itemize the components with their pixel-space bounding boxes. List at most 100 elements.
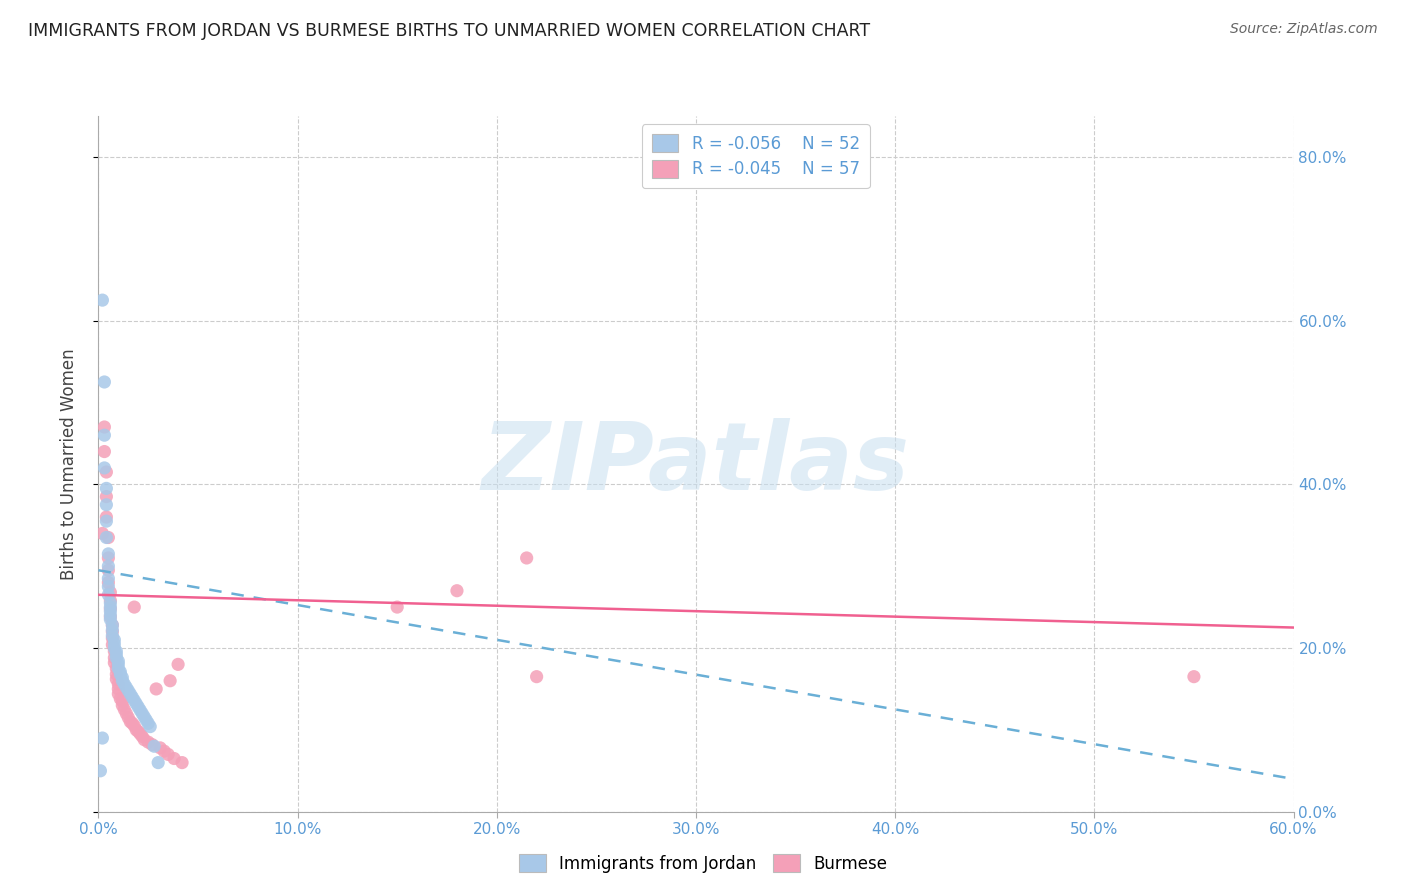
Point	[135, 713, 157, 727]
Point	[111, 671, 134, 685]
Point	[91, 731, 114, 745]
Point	[112, 702, 135, 716]
Point	[105, 667, 128, 681]
Point	[111, 694, 134, 708]
Point	[526, 670, 548, 684]
Point	[115, 681, 138, 695]
Text: Source: ZipAtlas.com: Source: ZipAtlas.com	[1230, 22, 1378, 37]
Point	[112, 677, 135, 691]
Point	[91, 293, 114, 307]
Point	[100, 604, 122, 618]
Point	[124, 719, 146, 733]
Point	[145, 681, 167, 696]
Point	[100, 596, 122, 610]
Point	[105, 661, 128, 675]
Point	[131, 730, 153, 744]
Point	[149, 740, 172, 755]
Point	[103, 656, 125, 670]
Point	[96, 482, 118, 496]
Point	[107, 657, 129, 672]
Point	[117, 683, 139, 698]
Point	[121, 690, 143, 705]
Point	[385, 600, 409, 615]
Text: ZIPatlas: ZIPatlas	[482, 417, 910, 510]
Point	[136, 735, 159, 749]
Point	[96, 510, 118, 524]
Point	[105, 650, 128, 665]
Point	[143, 739, 166, 754]
Point	[124, 693, 146, 707]
Point	[446, 583, 468, 598]
Point	[100, 608, 122, 623]
Point	[103, 637, 125, 651]
Point	[103, 632, 125, 647]
Point	[516, 551, 538, 566]
Point	[97, 580, 120, 594]
Point	[107, 677, 129, 691]
Point	[93, 420, 115, 434]
Point	[97, 551, 120, 566]
Point	[93, 461, 115, 475]
Point	[107, 661, 129, 675]
Point	[105, 672, 128, 686]
Point	[167, 657, 190, 672]
Point	[96, 465, 118, 479]
Legend: Immigrants from Jordan, Burmese: Immigrants from Jordan, Burmese	[512, 847, 894, 880]
Point	[101, 638, 124, 652]
Point	[97, 563, 120, 577]
Point	[96, 498, 118, 512]
Point	[105, 648, 128, 662]
Point	[107, 681, 129, 696]
Point	[100, 593, 122, 607]
Point	[172, 756, 194, 770]
Point	[110, 665, 132, 679]
Point	[103, 640, 125, 655]
Point	[107, 687, 129, 701]
Point	[101, 623, 124, 637]
Point	[105, 644, 128, 658]
Point	[120, 687, 142, 701]
Point	[96, 490, 118, 504]
Point	[121, 716, 143, 731]
Point	[125, 697, 148, 711]
Point	[96, 531, 118, 545]
Point	[125, 723, 148, 737]
Point	[89, 764, 111, 778]
Y-axis label: Births to Unmarried Women: Births to Unmarried Women	[59, 348, 77, 580]
Point	[100, 601, 122, 615]
Point	[131, 706, 153, 721]
Point	[127, 700, 149, 714]
Point	[107, 654, 129, 668]
Point	[100, 585, 122, 599]
Point	[101, 624, 124, 639]
Text: IMMIGRANTS FROM JORDAN VS BURMESE BIRTHS TO UNMARRIED WOMEN CORRELATION CHART: IMMIGRANTS FROM JORDAN VS BURMESE BIRTHS…	[28, 22, 870, 40]
Point	[91, 526, 114, 541]
Legend: R = -0.056    N = 52, R = -0.045    N = 57: R = -0.056 N = 52, R = -0.045 N = 57	[641, 124, 870, 188]
Point	[111, 698, 134, 713]
Point	[134, 732, 156, 747]
Point	[136, 716, 159, 731]
Point	[97, 531, 120, 545]
Point	[97, 588, 120, 602]
Point	[124, 600, 146, 615]
Point	[148, 756, 170, 770]
Point	[127, 724, 149, 739]
Point	[97, 575, 120, 590]
Point	[101, 631, 124, 645]
Point	[97, 547, 120, 561]
Point	[1182, 670, 1205, 684]
Point	[141, 738, 163, 752]
Point	[117, 710, 139, 724]
Point	[93, 375, 115, 389]
Point	[93, 428, 115, 442]
Point	[100, 600, 122, 615]
Point	[139, 720, 162, 734]
Point	[129, 703, 152, 717]
Point	[163, 751, 186, 765]
Point	[120, 714, 142, 729]
Point	[157, 747, 180, 762]
Point	[96, 514, 118, 528]
Point	[134, 710, 156, 724]
Point	[101, 618, 124, 632]
Point	[111, 673, 134, 688]
